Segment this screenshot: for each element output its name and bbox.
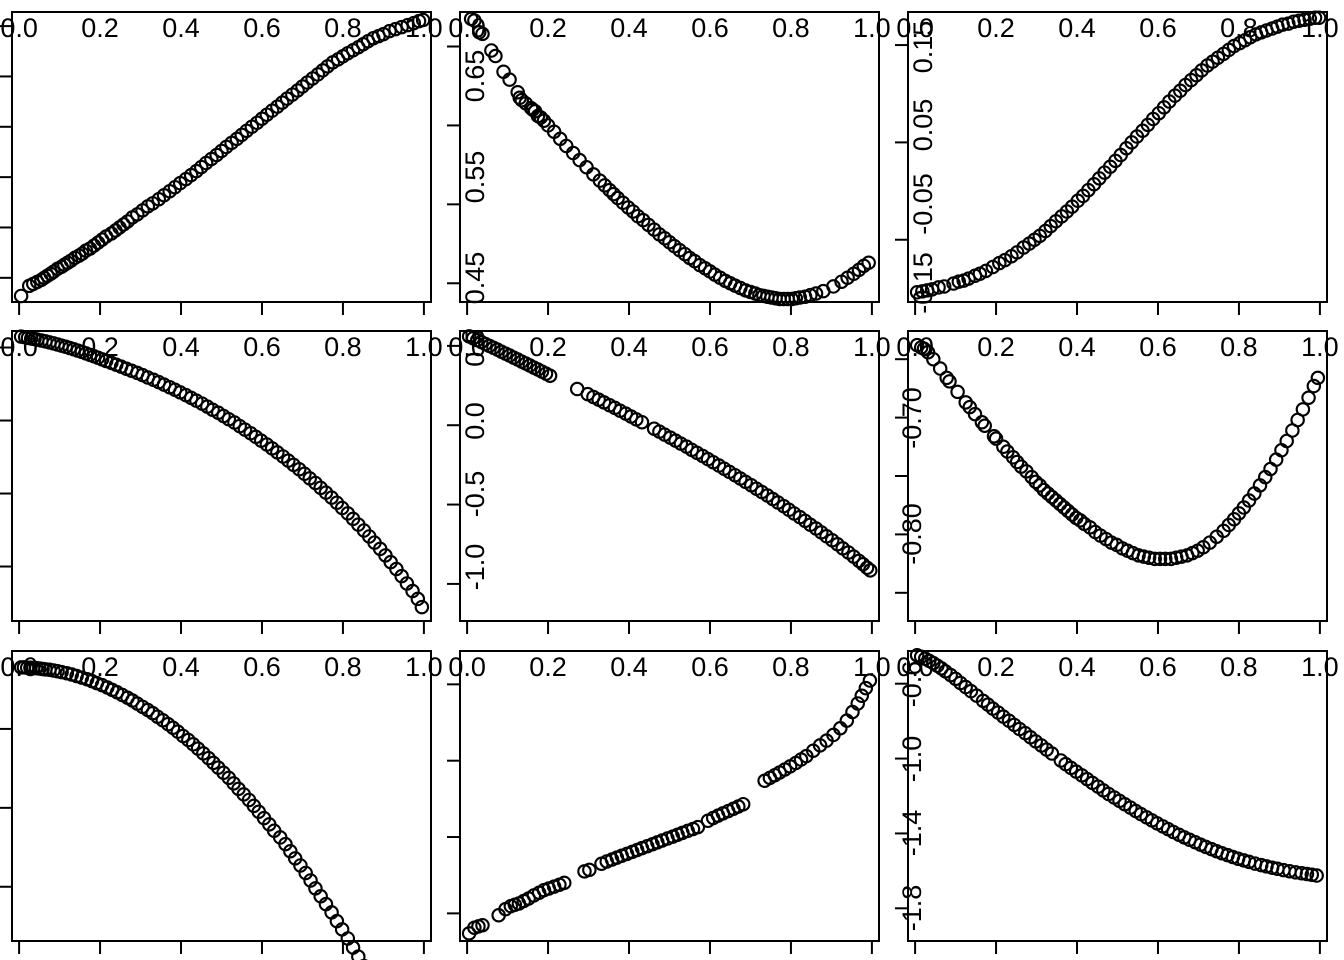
y-tick-label: -1.4 — [897, 810, 927, 857]
scatter-panel-1 — [0, 11, 432, 315]
y-tick-label: -0.05 — [908, 173, 938, 236]
y-tick-label: 0.55 — [460, 150, 490, 204]
panel-border — [907, 330, 1328, 622]
y-tick-label: -0.80 — [897, 503, 927, 566]
panel-border — [907, 650, 1328, 942]
panel-border — [907, 11, 1328, 303]
scatter-panel-2 — [447, 11, 880, 315]
data-point — [345, 940, 361, 955]
scatter-panel-6 — [895, 330, 1328, 634]
scatter-panel-4 — [0, 329, 432, 634]
scatter-panel-7 — [0, 650, 432, 960]
y-tick-label: -1.8 — [897, 885, 927, 932]
y-tick-label: -1.0 — [897, 735, 927, 782]
y-tick-label: 0.45 — [460, 251, 490, 305]
y-tick-label: -0.15 — [908, 252, 938, 315]
data-point — [351, 949, 366, 960]
scatter-panel-3 — [895, 10, 1328, 315]
scatter-panel-8 — [447, 650, 880, 954]
y-tick-label: -0.5 — [460, 470, 490, 517]
y-tick-label: -0.6 — [897, 660, 927, 707]
y-tick-label: 0.15 — [908, 20, 938, 73]
scatter-panel-9 — [895, 647, 1328, 954]
y-tick-label: 0.0 — [460, 401, 490, 440]
y-tick-label: -0.70 — [897, 386, 927, 449]
panel-border — [459, 650, 880, 942]
panel-border — [459, 330, 880, 622]
panel-border — [11, 11, 432, 303]
panel-border — [11, 650, 432, 942]
panel-border — [459, 11, 880, 303]
y-tick-label: 0.65 — [460, 50, 490, 103]
scatter-panel-5 — [447, 329, 880, 634]
panel-border — [11, 330, 432, 622]
y-tick-label: -1.0 — [460, 543, 490, 590]
y-tick-label: 0.5 — [460, 328, 490, 367]
y-tick-label: 0.05 — [908, 99, 938, 152]
